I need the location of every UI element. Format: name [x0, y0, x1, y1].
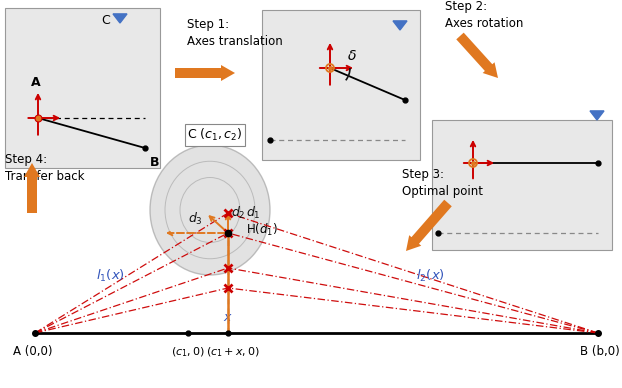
- Text: A: A: [31, 76, 41, 89]
- FancyArrow shape: [175, 65, 235, 81]
- Text: $(c_1, 0)$: $(c_1, 0)$: [171, 345, 205, 359]
- Text: Step 4:
Transfer back: Step 4: Transfer back: [5, 153, 85, 183]
- Text: Step 3:
Optimal point: Step 3: Optimal point: [402, 168, 483, 198]
- Text: H$(d_1)$: H$(d_1)$: [246, 222, 278, 238]
- FancyBboxPatch shape: [5, 8, 160, 168]
- Text: Step 2:
Axes rotation: Step 2: Axes rotation: [445, 0, 523, 30]
- FancyBboxPatch shape: [432, 120, 612, 250]
- Text: B (b,0): B (b,0): [580, 345, 620, 358]
- Text: $(c_1 + x, 0)$: $(c_1 + x, 0)$: [206, 345, 260, 359]
- FancyArrow shape: [406, 200, 452, 251]
- Text: $x$: $x$: [223, 311, 233, 324]
- Polygon shape: [590, 111, 604, 120]
- Text: C: C: [101, 14, 110, 26]
- Text: $\delta$: $\delta$: [347, 49, 357, 63]
- Polygon shape: [113, 14, 127, 23]
- Text: $l_2(x)$: $l_2(x)$: [415, 268, 445, 284]
- Text: A (0,0): A (0,0): [13, 345, 53, 358]
- Polygon shape: [393, 21, 407, 30]
- FancyBboxPatch shape: [262, 10, 420, 160]
- FancyArrow shape: [457, 33, 498, 78]
- Text: $d_1$: $d_1$: [246, 204, 261, 221]
- Text: $d_2$: $d_2$: [231, 204, 246, 221]
- Text: $l_1(x)$: $l_1(x)$: [96, 268, 124, 284]
- Text: Step 1:
Axes translation: Step 1: Axes translation: [187, 18, 283, 48]
- Text: $d_3$: $d_3$: [188, 211, 203, 227]
- Text: C $(c_1, c_2)$: C $(c_1, c_2)$: [187, 127, 243, 143]
- Ellipse shape: [150, 145, 270, 275]
- FancyArrow shape: [24, 163, 40, 213]
- Text: B: B: [150, 156, 159, 169]
